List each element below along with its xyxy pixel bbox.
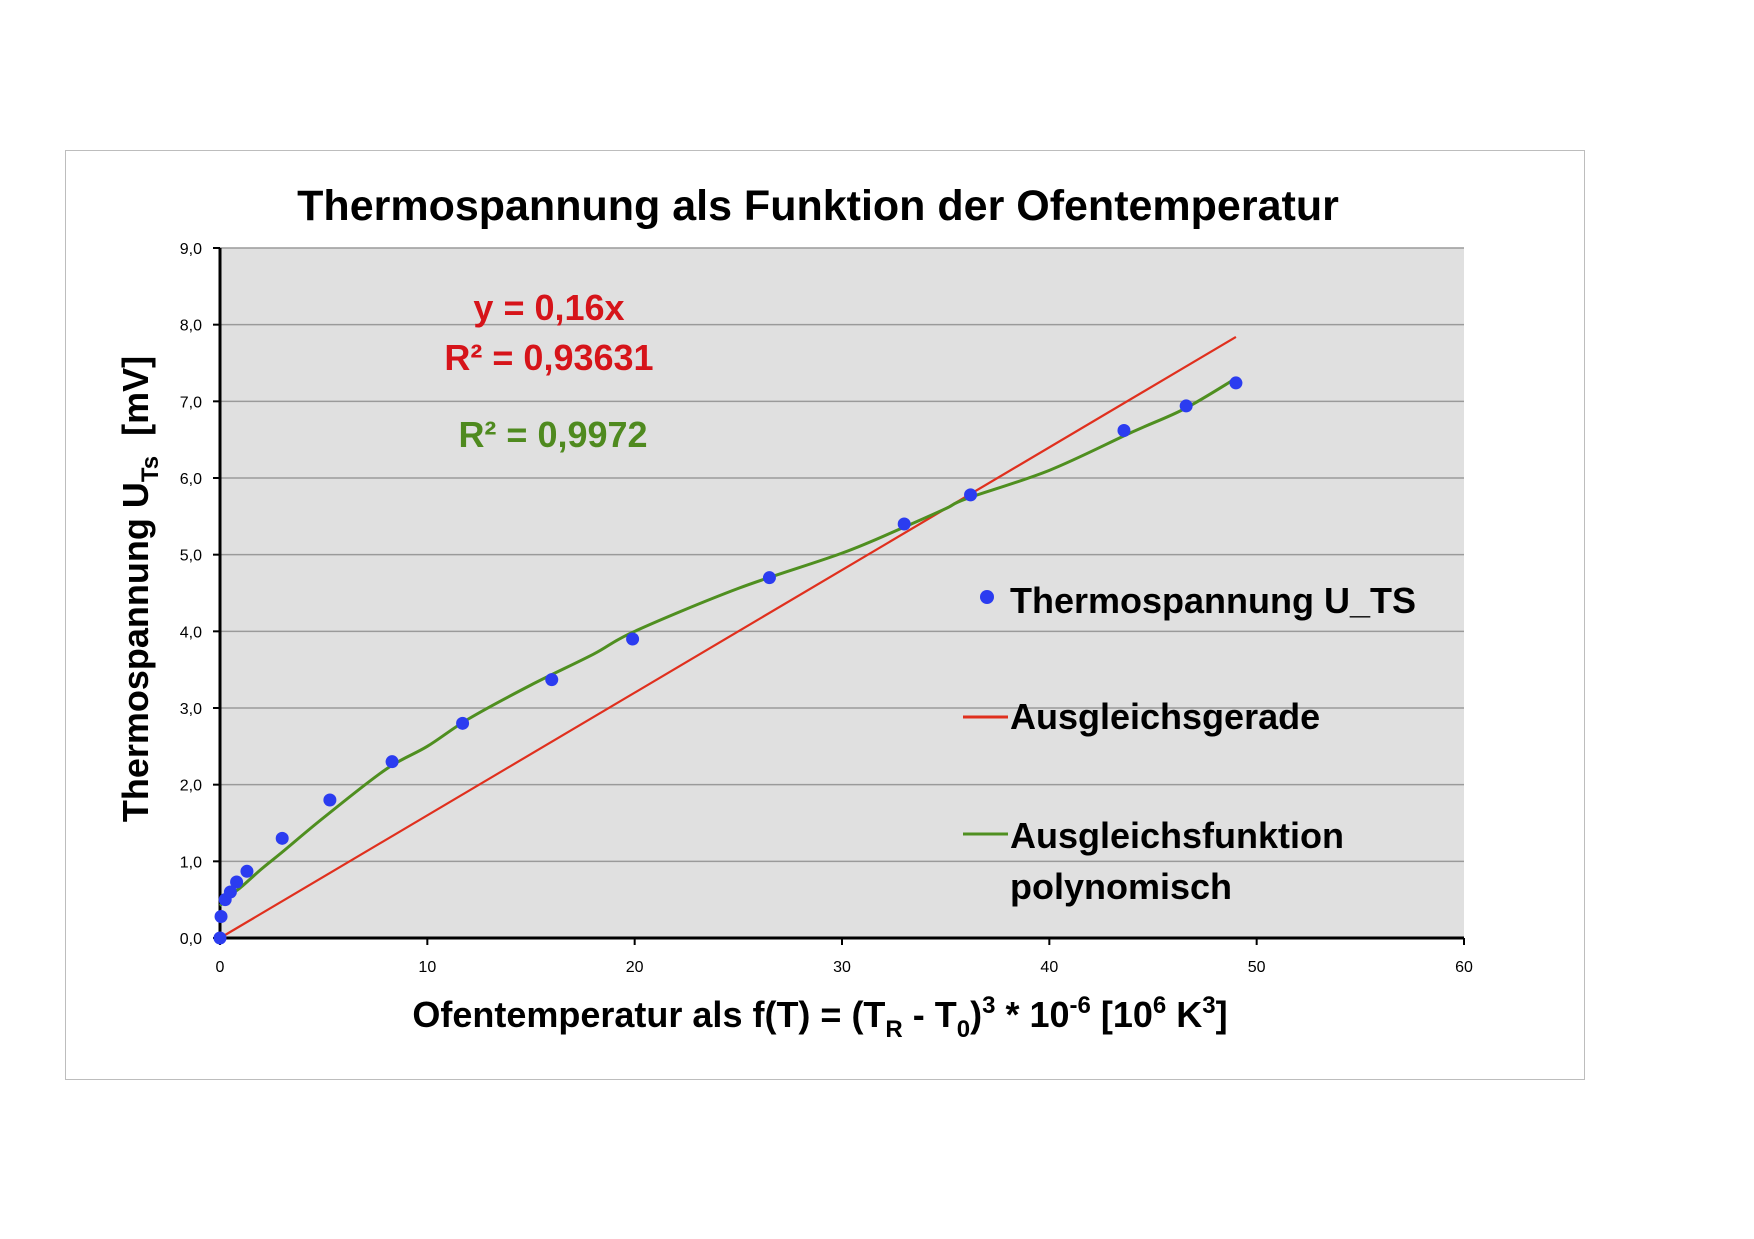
y-tick-label: 7,0 [180,394,202,411]
x-tick-labels: 0 10 20 30 40 50 60 [216,959,1473,976]
data-point [897,517,911,531]
red-r2-label: R² = 0,93631 [444,337,653,378]
plot-area [220,248,1464,938]
data-point [1229,376,1243,390]
legend-label-line: Ausgleichsgerade [1010,696,1320,737]
y-tick-label: 2,0 [180,778,202,795]
legend: Thermospannung U_TS Ausgleichsgerade Aus… [963,580,1416,907]
x-tick-label: 10 [418,959,436,976]
x-axis-label: Ofentemperatur als f(T) = (TR - T0)3 * 1… [412,992,1227,1043]
data-point [762,571,776,585]
chart-title: Thermospannung als Funktion der Ofentemp… [297,182,1339,230]
data-point [213,931,227,945]
data-point [275,831,289,845]
series-thermospannung [213,376,1243,945]
data-point [456,716,470,730]
polynomial-fit-curve [218,377,1237,907]
y-tick-label: 8,0 [180,318,202,335]
data-point [323,793,337,807]
x-tick-label: 50 [1248,959,1266,976]
regression-line [219,335,1237,939]
legend-marker-points [980,590,994,604]
y-tick-labels: 0,0 1,0 2,0 3,0 4,0 5,0 6,0 7,0 8,0 9,0 [180,241,202,948]
legend-label-curve-line2: polynomisch [1010,866,1232,907]
axes [213,247,1465,945]
y-axis-label: Thermospannung UTs [mV] [115,356,164,822]
x-tick-label: 20 [626,959,644,976]
y-tick-label: 6,0 [180,471,202,488]
x-tick-label: 60 [1455,959,1473,976]
data-point [214,910,228,924]
red-equation-label: y = 0,16x [473,287,624,328]
y-tick-label: 5,0 [180,548,202,565]
data-point [1117,423,1131,437]
gridlines [220,247,1464,863]
legend-label-points: Thermospannung U_TS [1010,580,1416,621]
series-ausgleichsgerade [219,335,1237,939]
x-tick-label: 0 [216,959,225,976]
data-point [1179,399,1193,413]
data-point [626,632,640,646]
data-point [230,875,244,889]
data-point [545,673,559,687]
data-point [240,864,254,878]
y-tick-label: 0,0 [180,931,202,948]
x-tick-label: 40 [1040,959,1058,976]
y-tick-label: 9,0 [180,241,202,258]
x-tick-label: 30 [833,959,851,976]
legend-label-curve: Ausgleichsfunktion [1010,815,1344,856]
y-tick-label: 4,0 [180,624,202,641]
data-point [223,885,237,899]
green-r2-label: R² = 0,9972 [458,414,647,455]
series-ausgleichsfunktion [218,377,1237,907]
data-point [385,755,399,769]
y-tick-label: 1,0 [180,854,202,871]
data-point [964,488,978,502]
y-tick-label: 3,0 [180,701,202,718]
